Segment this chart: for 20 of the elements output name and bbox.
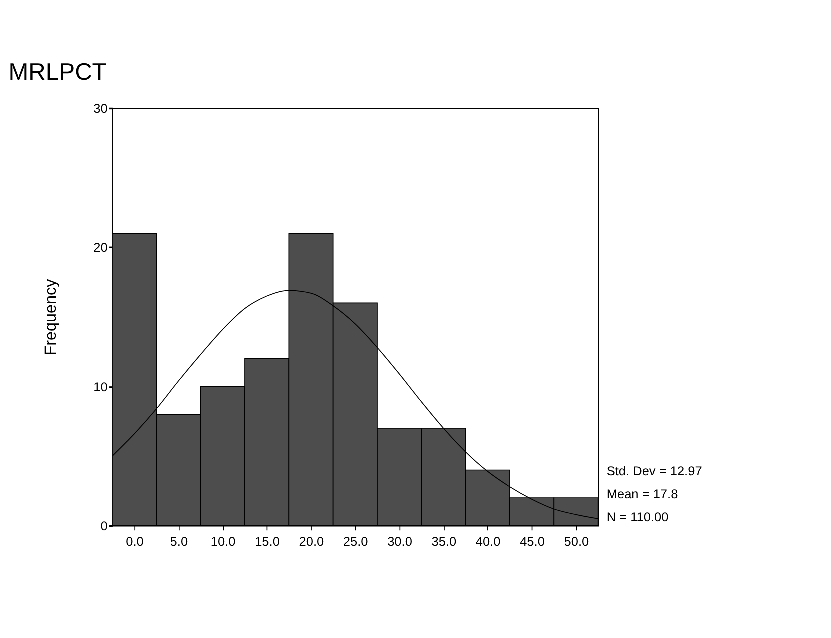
x-tick-label: 5.0 bbox=[170, 534, 188, 549]
x-tick-label: 0.0 bbox=[126, 534, 144, 549]
x-tick-label: 15.0 bbox=[255, 534, 280, 549]
x-tick-label: 40.0 bbox=[476, 534, 501, 549]
x-tick-label: 50.0 bbox=[564, 534, 590, 549]
text: Mean = 17.8 bbox=[606, 486, 678, 502]
x-tick-label: 45.0 bbox=[520, 534, 545, 549]
y-axis-title: Frequency bbox=[42, 278, 60, 356]
x-tick-label: 10.0 bbox=[210, 534, 236, 549]
y-tick-label: 30 bbox=[94, 100, 108, 116]
x-tick-label: 35.0 bbox=[432, 534, 457, 549]
text: N = 110.00 bbox=[606, 510, 669, 525]
y-tick-label: 0 bbox=[100, 518, 108, 534]
text: Std. Dev = 12.97 bbox=[606, 464, 702, 479]
y-tick-label: 20 bbox=[94, 240, 108, 256]
x-tick-label: 20.0 bbox=[299, 534, 324, 549]
x-tick-label: 30.0 bbox=[388, 534, 412, 549]
x-tick-label: 25.0 bbox=[343, 534, 368, 549]
chart-title: MRLPCT bbox=[8, 59, 108, 86]
y-tick-label: 10 bbox=[94, 379, 108, 394]
